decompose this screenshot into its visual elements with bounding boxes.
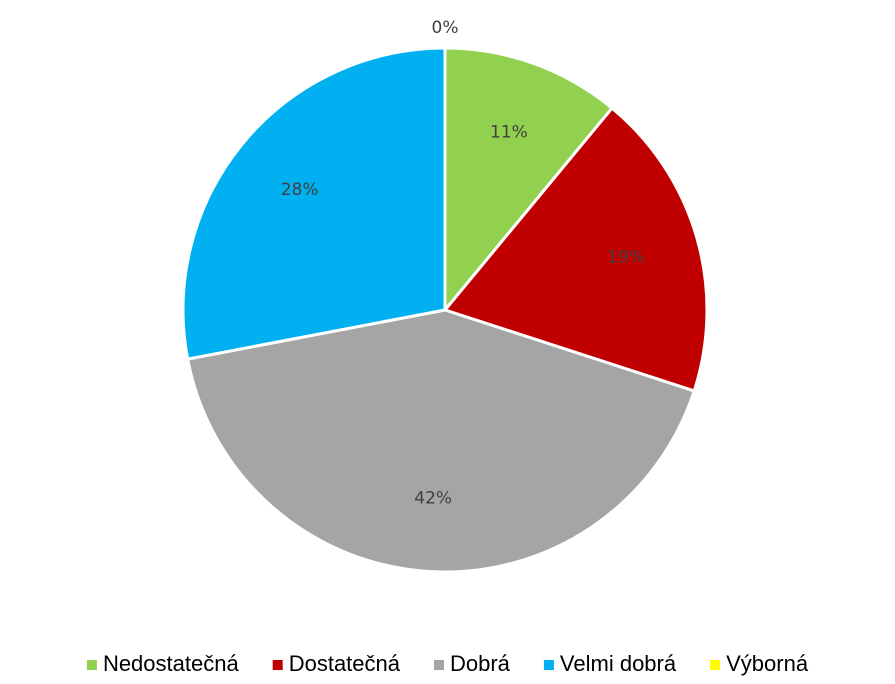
- data-label: 19%: [607, 247, 645, 267]
- legend-label: Dobrá: [450, 651, 511, 676]
- legend-swatch: [543, 660, 554, 670]
- legend-label: Nedostatečná: [103, 651, 240, 676]
- pie-slice: [185, 308, 697, 574]
- data-label: 42%: [414, 488, 452, 508]
- data-label: 0%: [432, 18, 459, 38]
- legend-swatch: [434, 660, 444, 670]
- pie-slice: [442, 106, 709, 393]
- legend-swatch: [86, 660, 97, 670]
- legend-label: Výborná: [726, 651, 809, 676]
- pie-slice: [181, 46, 447, 361]
- legend-swatch: [710, 660, 721, 670]
- legend-swatch: [272, 660, 283, 670]
- data-label: 11%: [490, 123, 528, 143]
- data-label: 28%: [281, 180, 319, 200]
- pie-slice: [443, 46, 615, 315]
- legend-label: Dostatečná: [289, 651, 401, 676]
- legend-label: Velmi dobrá: [560, 651, 677, 676]
